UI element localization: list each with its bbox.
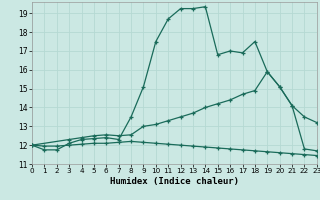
- X-axis label: Humidex (Indice chaleur): Humidex (Indice chaleur): [110, 177, 239, 186]
